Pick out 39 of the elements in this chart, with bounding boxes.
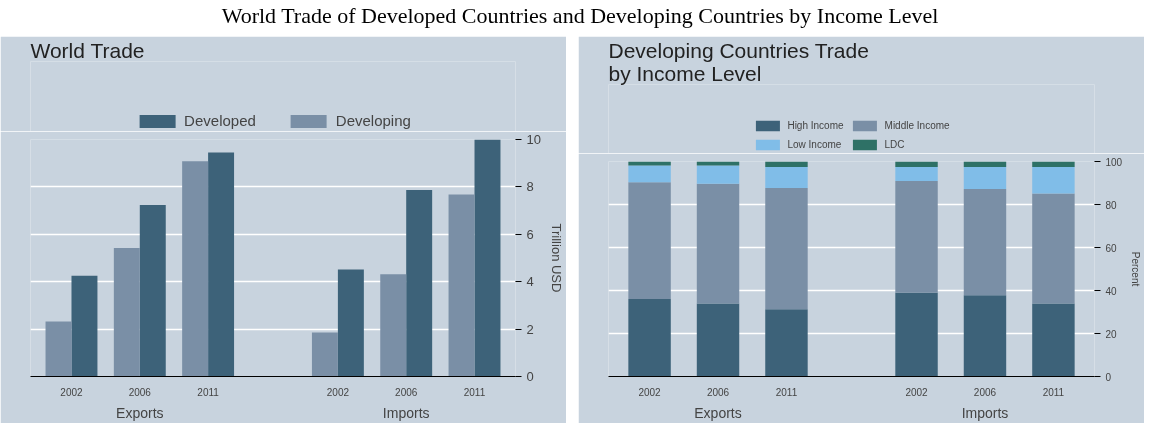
text: Imports (961, 404, 1009, 421)
y-tick-label: 2 (526, 321, 534, 337)
y-tick-label: 40 (1105, 285, 1118, 297)
y-tick-label: 8 (526, 179, 534, 195)
text: World Trade of Developed Countries and Developing Countries by Income Level (221, 3, 939, 28)
y-tick-label: 0 (526, 369, 534, 384)
legend-label: Low Income (787, 138, 842, 151)
y-tick-label: 60 (1105, 242, 1118, 254)
x-tick-label: 2006 (973, 386, 997, 398)
x-tick-label: 2011 (197, 386, 220, 398)
legend-label: Developed (184, 112, 256, 129)
x-tick-label: 2002 (326, 386, 350, 398)
x-tick-label: 2011 (463, 386, 486, 398)
x-tick-label: 2002 (638, 386, 662, 398)
legend-label: Middle Income (884, 119, 950, 132)
y-tick-label: 20 (1105, 328, 1118, 340)
x-tick-label: 2011 (775, 386, 798, 398)
chart-title: Developing Countries Trade by Income Level (608, 38, 869, 85)
x-tick-label: 2002 (60, 386, 84, 398)
y-axis-title: Percent (1130, 251, 1142, 287)
y-tick-label: 10 (526, 132, 541, 147)
x-tick-label: 2006 (395, 386, 418, 398)
y-tick-label: 80 (1105, 199, 1118, 211)
legend-label: Developing (335, 112, 411, 129)
chart-title: World Trade (30, 38, 145, 62)
y-axis-title: Trillion USD (548, 223, 564, 293)
y-tick-label: 0 (1105, 371, 1112, 383)
text: Imports (382, 404, 430, 421)
y-tick-label: 100 (1105, 156, 1123, 168)
legend-label: LDC (884, 138, 905, 151)
y-tick-label: 6 (526, 226, 534, 242)
x-tick-label: 2002 (905, 386, 929, 398)
x-tick-label: 2011 (1042, 386, 1065, 398)
text: Exports (116, 404, 164, 421)
legend-label: High Income (787, 119, 844, 132)
x-tick-label: 2006 (706, 386, 730, 398)
y-tick-label: 4 (526, 274, 534, 290)
x-tick-label: 2006 (128, 386, 152, 398)
text: Exports (694, 404, 742, 421)
